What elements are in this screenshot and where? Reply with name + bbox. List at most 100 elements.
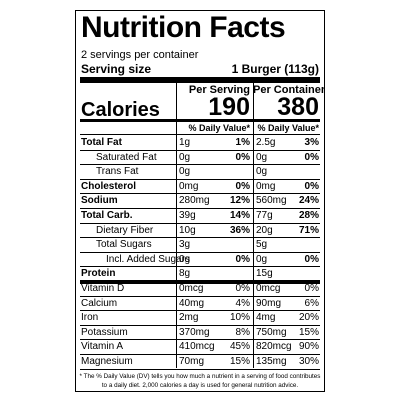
nutrition-label: Nutrition Facts 2 servings per container… [75,10,325,392]
row-name: Saturated Fat [96,151,157,163]
daily-value: 15% [229,356,250,367]
daily-value: 3% [304,137,319,148]
daily-value: 0% [235,151,250,163]
amount: 0g [179,253,191,265]
amount: 4mg [256,312,276,324]
row-name: Calcium [81,297,118,309]
row-name: Protein [81,268,116,280]
calories-value: 380 [277,93,319,121]
column-header: Per Serving [188,84,250,96]
row-name: Incl. Added Sugars [106,253,190,265]
daily-value: 30% [298,356,319,367]
daily-value: 0% [235,283,250,294]
amount: 90mg [256,297,282,309]
row-rule [80,295,320,297]
daily-value: 0% [304,253,319,265]
amount: 0g [256,151,268,163]
daily-value: 6% [304,297,319,309]
amount: 1g [179,137,191,148]
daily-value: 71% [298,224,319,236]
row-rule [80,193,320,195]
rule [80,134,320,135]
rule [80,119,320,122]
amount: 0g [179,151,191,163]
amount: 20g [256,224,273,236]
row-name: Magnesium [81,356,133,367]
amount: 40mg [179,297,205,309]
amount: 750mg [256,326,287,338]
amount: 5g [256,239,268,251]
daily-value: 12% [229,195,250,207]
amount: 2.5g [256,137,276,148]
daily-value: 0% [304,151,319,163]
daily-value: 28% [298,210,319,221]
footnote: * The % Daily Value (DV) tells you how m… [79,373,321,389]
row-rule [80,280,320,284]
row-rule [80,178,320,180]
amount: 0mg [179,180,199,192]
calories-label: Calories [81,99,160,121]
amount: 0g [256,253,268,265]
row-name: Vitamin D [81,283,125,294]
row-name: Total Carb. [81,210,133,221]
calories-value: 190 [208,93,250,121]
daily-value: 4% [235,297,250,309]
amount: 8g [179,268,191,280]
row-name: Iron [81,312,99,324]
row-name: Cholesterol [81,180,137,192]
daily-value: 8% [235,326,250,338]
amount: 39g [179,210,196,221]
serving-size-label: Serving size [81,62,152,76]
daily-value: 90% [298,341,319,353]
amount: 70mg [179,356,205,367]
amount: 0mcg [256,283,281,294]
amount: 0mcg [179,283,204,294]
amount: 0g [256,166,268,178]
column-header: Per Container [253,84,326,96]
row-rule [80,324,320,326]
daily-value: 14% [229,210,250,221]
daily-value: 45% [229,341,250,353]
daily-value: 0% [304,283,319,294]
amount: 135mg [256,356,287,367]
row-rule [80,266,320,268]
amount: 370mg [179,326,210,338]
amount: 77g [256,210,273,221]
daily-value: 36% [229,224,250,236]
row-rule [80,208,320,209]
row-name: Total Sugars [96,239,152,251]
daily-value: 10% [229,312,250,324]
daily-value: 1% [235,137,250,148]
row-name: Dietary Fiber [96,224,154,236]
daily-value: 20% [298,312,319,324]
daily-value: 0% [304,180,319,192]
amount: 820mcg [256,341,292,353]
servings: 2 servings per container [81,49,199,61]
row-rule [80,149,320,151]
daily-value: 15% [298,326,319,338]
row-rule [80,164,320,166]
amount: 560mg [256,195,287,207]
column-divider [253,83,254,368]
column-divider [176,83,177,368]
serving-size-value: 1 Burger (113g) [231,62,319,76]
row-name: Sodium [81,195,118,207]
row-rule [80,251,320,253]
row-rule [80,354,320,355]
amount: 2mg [179,312,199,324]
amount: 10g [179,224,196,236]
amount: 15g [256,268,273,280]
daily-value: 24% [298,195,319,207]
dv-header: % Daily Value* [188,123,250,133]
row-name: Vitamin A [81,341,124,353]
row-rule [80,237,320,239]
daily-value: 0% [235,253,250,265]
row-name: Trans Fat [96,166,139,178]
amount: 3g [179,239,191,251]
daily-value: 0% [235,180,250,192]
row-rule [80,368,320,370]
row-rule [80,339,320,341]
thick-rule [80,77,320,83]
amount: 410mcg [179,341,215,353]
